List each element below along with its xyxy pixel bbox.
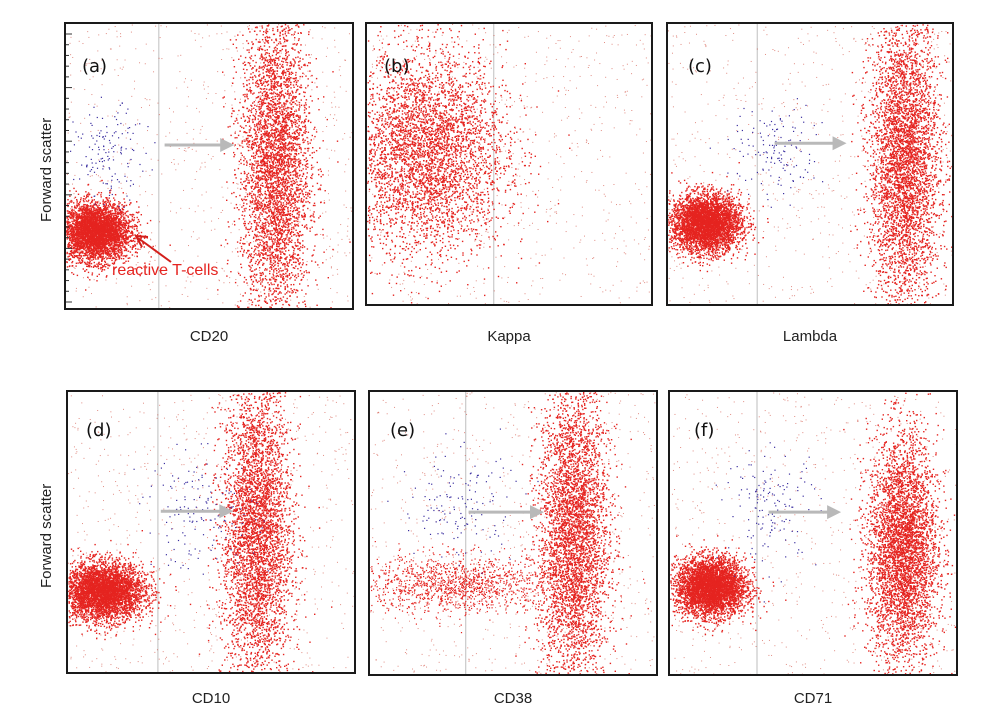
- scatter-plot-f: [668, 390, 958, 676]
- population-red-0: [515, 392, 649, 674]
- panel-letter-c: (c): [688, 56, 712, 77]
- x-axis-label-b: Kappa: [365, 328, 653, 345]
- scatter-svg-c: [668, 24, 952, 304]
- y-axis-ticks: [66, 33, 72, 303]
- x-axis-label-e: CD38: [368, 690, 658, 707]
- population-red-1: [217, 24, 351, 308]
- panel-letter-b: (b): [384, 56, 409, 77]
- scatter-plot-c: [666, 22, 954, 306]
- population-red-0: [367, 24, 571, 304]
- scatter-plot-e: [368, 390, 658, 676]
- x-axis-label-d: CD10: [66, 690, 356, 707]
- shift-arrow: [164, 137, 235, 152]
- shift-arrow: [774, 136, 847, 151]
- panel-letter-a: (a): [82, 56, 107, 77]
- population-blue-2: [133, 443, 269, 575]
- population-red-0: [68, 530, 192, 641]
- population-blue-2: [715, 442, 822, 603]
- scatter-svg-a: [66, 24, 352, 308]
- reactive-t-cells-label: reactive T-cells: [112, 262, 218, 280]
- x-axis-label-c: Lambda: [666, 328, 954, 345]
- y-axis-label-top: Forward scatter: [38, 118, 55, 222]
- population-red-1: [843, 392, 956, 674]
- population-red-1: [198, 392, 333, 672]
- shift-arrow: [468, 505, 544, 520]
- shift-arrow: [768, 505, 842, 520]
- scatter-plot-d: [66, 390, 356, 674]
- panel-letter-e: (e): [390, 420, 415, 441]
- scatter-svg-f: [670, 392, 956, 674]
- x-axis-label-a: CD20: [64, 328, 354, 345]
- background-events: [68, 393, 354, 672]
- population-blue-2: [387, 428, 539, 574]
- background-events: [66, 24, 352, 308]
- panel-letter-d: (d): [86, 420, 111, 441]
- x-axis-label-f: CD71: [668, 690, 958, 707]
- shift-arrow: [160, 504, 234, 519]
- reactive-t-cells-arrow: [134, 234, 172, 263]
- scatter-svg-d: [68, 392, 354, 672]
- population-red-0: [66, 179, 171, 291]
- scatter-plot-a: [64, 22, 354, 310]
- y-axis-label-bottom: Forward scatter: [38, 484, 55, 588]
- population-red-1: [850, 24, 952, 304]
- population-blue-2: [70, 96, 156, 211]
- scatter-svg-e: [370, 392, 656, 674]
- scatter-svg-b: [367, 24, 651, 304]
- population-red-0: [668, 162, 769, 273]
- panel-letter-f: (f): [694, 420, 714, 441]
- scatter-plot-b: [365, 22, 653, 306]
- population-blue-2: [709, 98, 824, 208]
- population-red-1: [370, 536, 646, 634]
- population-red-0: [670, 535, 787, 637]
